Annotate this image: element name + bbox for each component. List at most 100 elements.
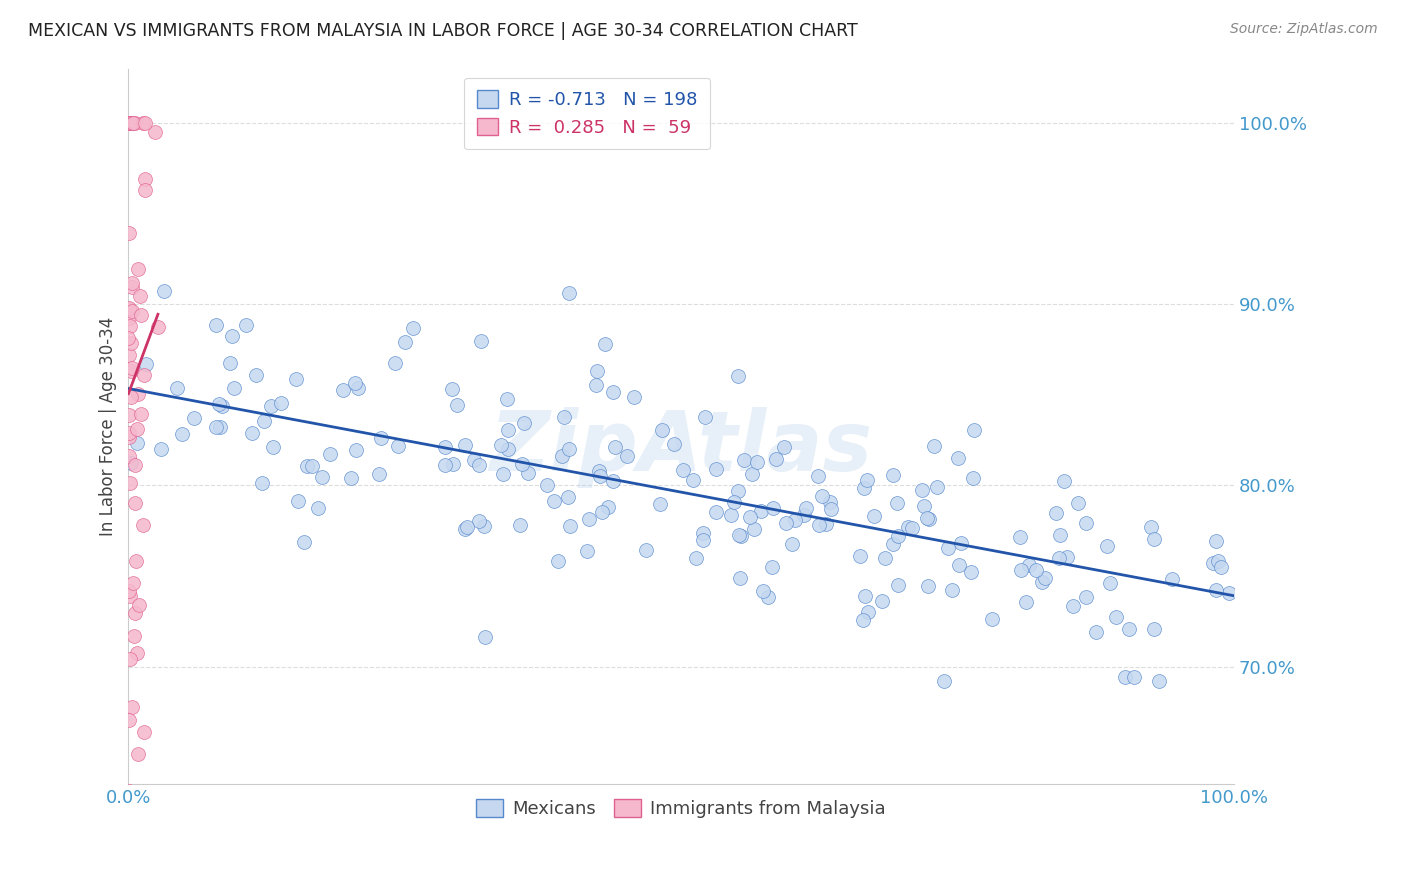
Point bbox=[118, 784, 141, 798]
Point bbox=[120, 390, 142, 404]
Point bbox=[1140, 520, 1163, 534]
Point bbox=[118, 409, 141, 423]
Point bbox=[394, 335, 416, 350]
Point bbox=[741, 467, 763, 482]
Point bbox=[773, 440, 796, 454]
Point bbox=[131, 407, 153, 421]
Point bbox=[553, 409, 575, 424]
Text: MEXICAN VS IMMIGRANTS FROM MALAYSIA IN LABOR FORCE | AGE 30-34 CORRELATION CHART: MEXICAN VS IMMIGRANTS FROM MALAYSIA IN L… bbox=[28, 22, 858, 40]
Point bbox=[292, 535, 315, 549]
Point bbox=[704, 462, 727, 476]
Point bbox=[887, 529, 910, 543]
Point bbox=[1209, 559, 1232, 574]
Point bbox=[591, 505, 613, 519]
Point bbox=[1049, 528, 1071, 542]
Point bbox=[1118, 622, 1140, 636]
Point bbox=[1205, 583, 1227, 598]
Point bbox=[747, 455, 769, 469]
Point bbox=[118, 589, 141, 603]
Point bbox=[1010, 530, 1032, 544]
Point bbox=[1045, 506, 1067, 520]
Point bbox=[623, 390, 645, 404]
Point bbox=[118, 425, 141, 440]
Point bbox=[558, 442, 581, 456]
Point bbox=[496, 392, 519, 406]
Point bbox=[509, 518, 531, 533]
Point bbox=[941, 583, 963, 598]
Point bbox=[870, 594, 893, 608]
Point bbox=[131, 517, 153, 532]
Point bbox=[765, 451, 787, 466]
Point bbox=[704, 505, 727, 519]
Point bbox=[651, 423, 673, 437]
Point bbox=[912, 499, 935, 513]
Point bbox=[820, 502, 842, 516]
Point bbox=[120, 476, 142, 491]
Point bbox=[120, 116, 142, 130]
Point bbox=[120, 652, 142, 666]
Point bbox=[648, 497, 671, 511]
Point bbox=[818, 495, 841, 509]
Point bbox=[1074, 591, 1097, 605]
Point bbox=[950, 536, 973, 550]
Point bbox=[208, 397, 231, 411]
Point bbox=[1014, 594, 1036, 608]
Point bbox=[934, 674, 956, 689]
Point bbox=[129, 308, 152, 322]
Point bbox=[897, 519, 920, 533]
Point bbox=[1018, 558, 1040, 572]
Point bbox=[311, 470, 333, 484]
Point bbox=[118, 450, 141, 464]
Point bbox=[456, 520, 478, 534]
Point bbox=[209, 420, 232, 434]
Point bbox=[810, 489, 832, 503]
Point bbox=[848, 549, 870, 564]
Point bbox=[915, 511, 938, 525]
Point bbox=[856, 473, 879, 487]
Point bbox=[120, 116, 142, 130]
Point bbox=[121, 700, 143, 714]
Point bbox=[132, 725, 155, 739]
Point bbox=[547, 554, 569, 568]
Point bbox=[551, 449, 574, 463]
Point bbox=[125, 646, 148, 660]
Point bbox=[962, 471, 984, 485]
Point bbox=[122, 576, 145, 591]
Point bbox=[662, 437, 685, 451]
Point bbox=[578, 512, 600, 526]
Point bbox=[118, 583, 141, 598]
Point bbox=[211, 399, 233, 413]
Point bbox=[120, 363, 142, 377]
Point bbox=[340, 471, 363, 485]
Point bbox=[368, 467, 391, 481]
Point bbox=[117, 348, 139, 362]
Point bbox=[1143, 622, 1166, 636]
Point bbox=[596, 500, 619, 514]
Point bbox=[370, 431, 392, 445]
Point bbox=[440, 382, 463, 396]
Point bbox=[122, 116, 145, 130]
Point bbox=[205, 318, 228, 333]
Point bbox=[402, 321, 425, 335]
Point bbox=[814, 517, 837, 532]
Point bbox=[146, 319, 169, 334]
Point bbox=[589, 468, 612, 483]
Point bbox=[1098, 576, 1121, 591]
Point bbox=[472, 519, 495, 533]
Point bbox=[128, 289, 150, 303]
Point bbox=[728, 571, 751, 585]
Point bbox=[121, 304, 143, 318]
Point bbox=[1025, 563, 1047, 577]
Point bbox=[756, 590, 779, 604]
Point bbox=[332, 383, 354, 397]
Point bbox=[221, 329, 243, 343]
Point bbox=[125, 435, 148, 450]
Point bbox=[692, 533, 714, 548]
Point bbox=[588, 464, 610, 478]
Point bbox=[496, 423, 519, 437]
Point bbox=[1031, 575, 1053, 590]
Point bbox=[752, 584, 775, 599]
Point bbox=[783, 513, 806, 527]
Point bbox=[692, 526, 714, 541]
Point bbox=[453, 522, 475, 536]
